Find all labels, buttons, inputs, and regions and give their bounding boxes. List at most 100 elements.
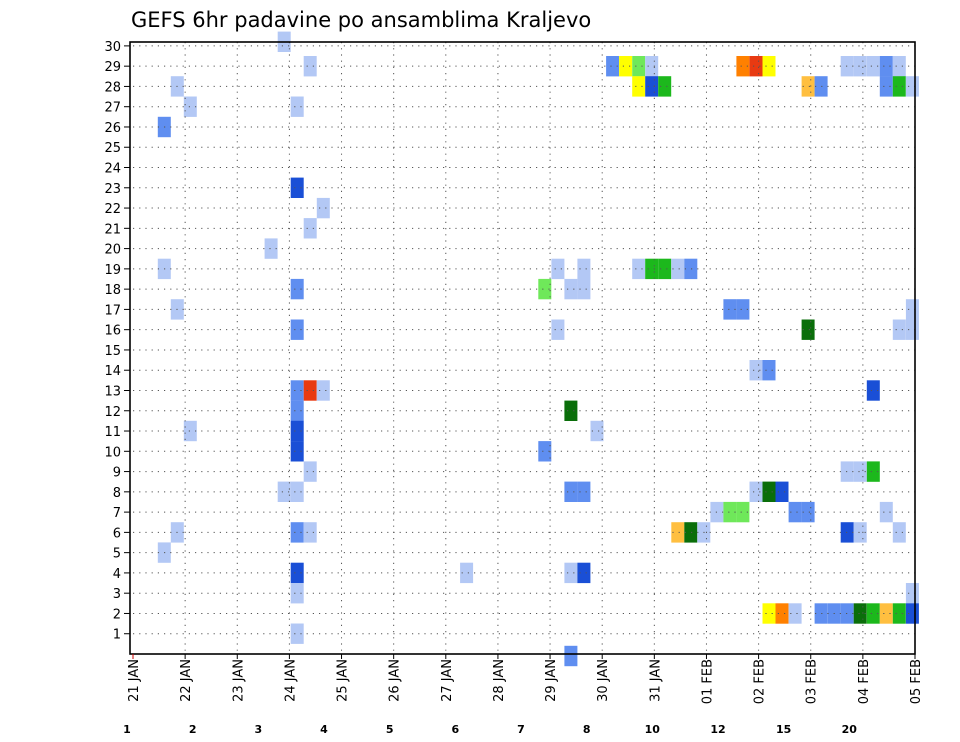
- color-legend: 1 2 3 4 5 6 7 8 10 12 15 20: [123, 723, 857, 736]
- heatmap-cell: [814, 76, 828, 97]
- legend-label: 8: [583, 723, 591, 736]
- x-tick-label: 25 JAN: [336, 659, 351, 702]
- heatmap-cell: [564, 562, 578, 584]
- heatmap-cell: [632, 258, 646, 280]
- y-tick-label: 4: [113, 567, 121, 582]
- legend-label: 1: [123, 723, 131, 736]
- heatmap-cell: [892, 603, 906, 624]
- legend-label: 5: [386, 723, 394, 736]
- y-tick-label: 16: [104, 324, 121, 339]
- heatmap-cell: [290, 278, 304, 300]
- x-tick-label: 23 JAN: [231, 659, 246, 702]
- legend-label: 12: [710, 723, 725, 736]
- heatmap-cell: [879, 76, 893, 97]
- heatmap-cell: [290, 420, 304, 442]
- heatmap-cell: [762, 56, 776, 77]
- heatmap-cell: [879, 56, 893, 77]
- y-tick-label: 10: [104, 445, 121, 460]
- heatmap-cell: [632, 56, 646, 77]
- legend-label: 20: [842, 723, 858, 736]
- x-tick-label: 22 JAN: [179, 659, 194, 702]
- y-tick-label: 20: [104, 243, 121, 258]
- y-tick-label: 9: [113, 466, 121, 481]
- heatmap-cell: [538, 278, 552, 300]
- heatmap-cell: [892, 522, 906, 543]
- heatmap-cell: [303, 461, 317, 482]
- y-tick-label: 1: [113, 628, 121, 643]
- y-tick-label: 30: [104, 40, 121, 55]
- heatmap-cell: [606, 56, 620, 77]
- x-tick-label: 03 FEB: [805, 659, 820, 704]
- heatmap-cell: [290, 400, 304, 421]
- heatmap-cell: [905, 319, 919, 340]
- x-tick-label: 30 JAN: [596, 659, 611, 702]
- y-tick-label: 28: [104, 80, 121, 95]
- heatmap-cell: [277, 481, 291, 502]
- y-tick-label: 19: [104, 263, 121, 278]
- legend-label: 10: [645, 723, 661, 736]
- heatmap-cell: [290, 319, 304, 340]
- heatmap-cell: [814, 603, 828, 624]
- heatmap-cell: [853, 603, 867, 624]
- heatmap-cell: [749, 56, 763, 77]
- heatmap-cell: [762, 603, 776, 624]
- heatmap-cell: [853, 56, 867, 77]
- x-tick-label: 04 FEB: [857, 659, 872, 704]
- y-tick-label: 26: [104, 121, 121, 136]
- heatmap-cell: [879, 603, 893, 624]
- y-tick-label: 12: [104, 405, 121, 420]
- heatmap-cell: [564, 481, 578, 502]
- heatmap-cell: [788, 501, 802, 523]
- heatmap-cell: [671, 258, 685, 280]
- heatmap-cell: [645, 56, 659, 77]
- heatmap-cell: [801, 501, 815, 523]
- plot-frame: [129, 41, 916, 655]
- y-tick-label: 17: [104, 303, 121, 318]
- x-tick-label: 29 JAN: [544, 659, 559, 702]
- heatmap-cell: [303, 522, 317, 543]
- y-tick-label: 14: [104, 364, 121, 379]
- heatmap-cell: [775, 603, 789, 624]
- heatmap-cell: [564, 278, 578, 300]
- heatmap-cell: [551, 319, 565, 340]
- heatmap-cell: [892, 56, 906, 77]
- heatmap-cell: [564, 400, 578, 421]
- y-tick-label: 29: [104, 60, 121, 75]
- heatmap-cell: [801, 76, 815, 97]
- heatmap-cell: [290, 562, 304, 584]
- heatmap-cell: [866, 461, 880, 482]
- y-tick-label: 8: [113, 486, 121, 501]
- y-tick-label: 3: [113, 587, 121, 602]
- heatmap-cell: [551, 258, 565, 280]
- y-tick-label: 27: [104, 101, 121, 116]
- heatmap-cell: [853, 461, 867, 482]
- legend-label: 6: [451, 723, 459, 736]
- heatmap-cell: [788, 603, 802, 624]
- heatmap-cell: [866, 380, 880, 401]
- heatmap-cell: [684, 522, 698, 543]
- y-tick-label: 2: [113, 607, 121, 622]
- grid-lines: [133, 42, 915, 654]
- y-axis-ticks: 1234567891011121314151617181920212223242…: [104, 40, 130, 643]
- legend-label: 4: [320, 723, 328, 736]
- heatmap-cell: [290, 623, 304, 644]
- y-tick-label: 21: [104, 222, 121, 237]
- y-tick-label: 15: [104, 344, 121, 359]
- heatmap-cell: [866, 56, 880, 77]
- heatmap-cell: [892, 319, 906, 340]
- chart-title: GEFS 6hr padavine po ansamblima Kraljevo: [131, 8, 591, 32]
- heatmap-cell: [590, 420, 604, 442]
- heatmap-cell: [736, 56, 750, 77]
- x-tick-label: 27 JAN: [440, 659, 455, 702]
- y-tick-label: 18: [104, 283, 121, 298]
- heatmap-cell: [264, 238, 278, 259]
- heatmap-cell: [290, 380, 304, 401]
- heatmap-cell: [316, 197, 330, 219]
- heatmap-cells: [157, 31, 919, 667]
- y-tick-label: 6: [113, 526, 121, 541]
- x-tick-label: 31 JAN: [648, 659, 663, 702]
- y-tick-label: 24: [104, 162, 121, 177]
- heatmap-cell: [762, 360, 776, 381]
- heatmap-cell: [632, 76, 646, 97]
